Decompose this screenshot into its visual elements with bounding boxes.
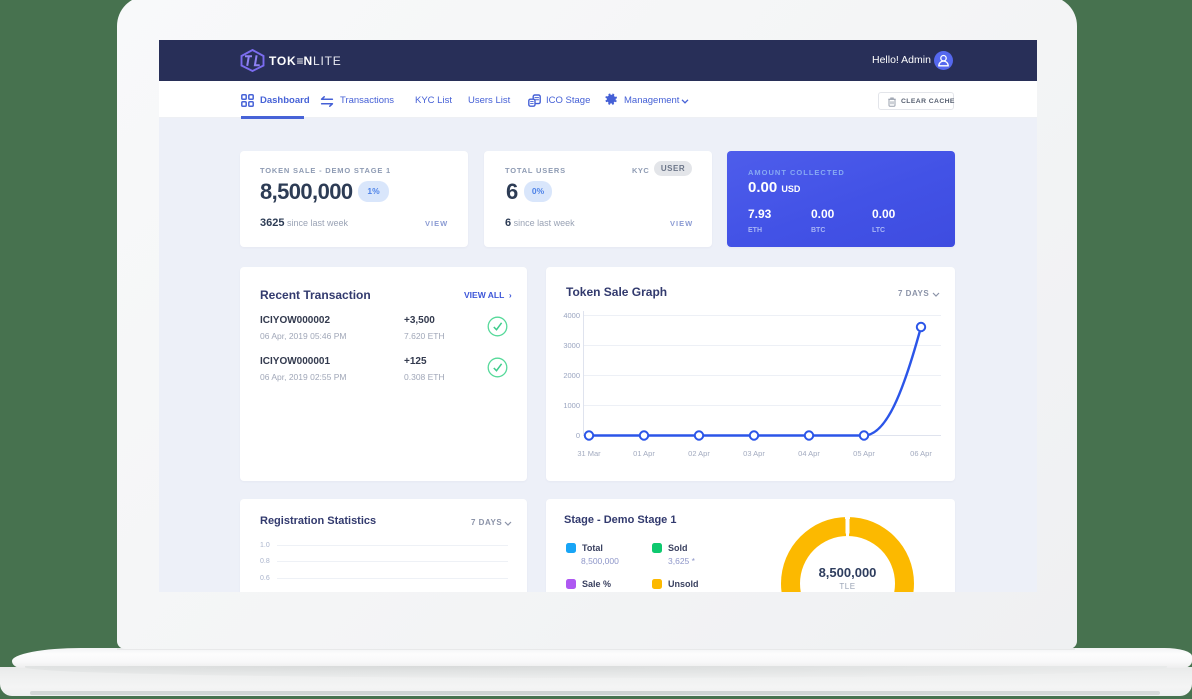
svg-text:31 Mar: 31 Mar (577, 449, 601, 458)
svg-text:03 Apr: 03 Apr (743, 449, 765, 458)
svg-text:05 Apr: 05 Apr (853, 449, 875, 458)
svg-text:06 Apr: 06 Apr (910, 449, 932, 458)
svg-text:3000: 3000 (563, 341, 580, 350)
svg-text:0: 0 (576, 431, 580, 440)
svg-text:1000: 1000 (563, 401, 580, 410)
svg-text:01 Apr: 01 Apr (633, 449, 655, 458)
svg-text:4000: 4000 (563, 311, 580, 320)
svg-text:02 Apr: 02 Apr (688, 449, 710, 458)
svg-text:04 Apr: 04 Apr (798, 449, 820, 458)
svg-text:2000: 2000 (563, 371, 580, 380)
